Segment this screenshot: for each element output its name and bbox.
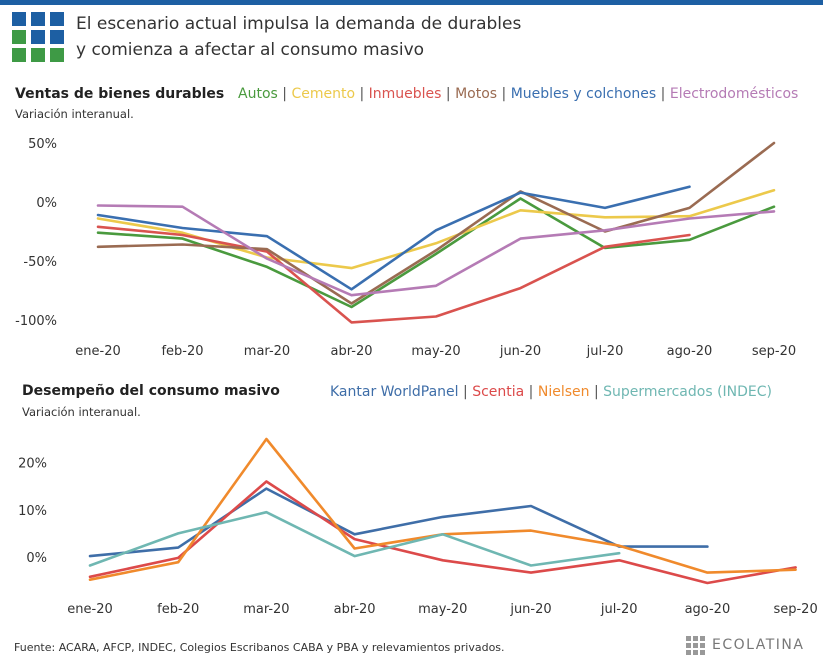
x-tick-label: ene-20 bbox=[67, 602, 112, 617]
y-tick-label: -100% bbox=[15, 314, 57, 329]
legend-separator: | bbox=[441, 86, 456, 102]
x-tick-label: abr-20 bbox=[334, 602, 376, 617]
x-tick-label: mar-20 bbox=[244, 344, 290, 359]
chart1-subtitle: Variación interanual. bbox=[15, 107, 134, 121]
series-line-supermercados-indec bbox=[88, 510, 621, 567]
series-line-nielsen bbox=[88, 437, 797, 581]
chart2-legend: Kantar WorldPanel | Scentia | Nielsen | … bbox=[330, 384, 772, 400]
legend-item-cemento: Cemento bbox=[291, 86, 356, 102]
series-line-autos bbox=[96, 197, 776, 309]
y-tick-label: 50% bbox=[28, 137, 57, 152]
brand-grid-icon bbox=[686, 636, 705, 655]
x-tick-label: mar-20 bbox=[243, 602, 289, 617]
page-title: El escenario actual impulsa la demanda d… bbox=[76, 11, 521, 63]
y-tick-label: -50% bbox=[23, 255, 57, 270]
title-line-1: El escenario actual impulsa la demanda d… bbox=[76, 14, 522, 34]
x-tick-label: sep-20 bbox=[773, 602, 817, 617]
x-tick-label: sep-20 bbox=[752, 344, 796, 359]
series-line-muebles-y-colchones bbox=[96, 185, 691, 291]
brand-logo: ECOLATINA bbox=[686, 636, 816, 656]
legend-item-electrodomesticos: Electrodomésticos bbox=[669, 86, 799, 102]
series-line-inmuebles bbox=[96, 225, 691, 324]
legend-item-muebles-y-colchones: Muebles y colchones bbox=[510, 86, 657, 102]
legend-item-supermercados-indec: Supermercados (INDEC) bbox=[603, 384, 772, 400]
x-tick-label: feb-20 bbox=[157, 602, 199, 617]
source-note: Fuente: ACARA, AFCP, INDEC, Colegios Esc… bbox=[14, 641, 505, 654]
x-tick-label: jun-20 bbox=[499, 344, 541, 359]
x-tick-label: ago-20 bbox=[685, 602, 731, 617]
legend-item-motos: Motos bbox=[455, 86, 498, 102]
title-line-2: y comienza a afectar al consumo masivo bbox=[76, 40, 425, 60]
x-tick-label: jul-20 bbox=[600, 602, 638, 617]
y-tick-label: 0% bbox=[26, 551, 47, 566]
chart1-legend: Autos | Cemento | Inmuebles | Motos | Mu… bbox=[238, 86, 798, 102]
legend-separator: | bbox=[497, 86, 511, 102]
legend-separator: | bbox=[355, 86, 369, 102]
chart1-plot: 50% 0% -50% -100% ene-20 feb-20 mar-20 abr-20 ma… bbox=[15, 137, 796, 359]
logo-grid-icon bbox=[12, 12, 66, 64]
legend-separator: | bbox=[524, 384, 538, 400]
series-line-kantar-worldpanel bbox=[88, 487, 709, 558]
legend-item-autos: Autos bbox=[238, 86, 278, 102]
chart2-plot: 20% 10% 0% ene-20 feb-20 mar-20 abr-20 may-20 ju… bbox=[18, 437, 818, 617]
legend-separator: | bbox=[277, 86, 292, 102]
x-tick-label: may-20 bbox=[418, 602, 467, 617]
series-line-electrodomesticos bbox=[96, 204, 776, 297]
legend-separator: | bbox=[589, 384, 604, 400]
x-tick-label: ene-20 bbox=[75, 344, 120, 359]
x-tick-label: jun-20 bbox=[509, 602, 551, 617]
y-tick-label: 0% bbox=[36, 196, 57, 211]
series-line-motos bbox=[96, 141, 776, 305]
chart1-title: Ventas de bienes durables bbox=[15, 86, 225, 102]
x-tick-label: abr-20 bbox=[331, 344, 373, 359]
x-tick-label: jul-20 bbox=[586, 344, 624, 359]
y-tick-label: 20% bbox=[18, 457, 47, 472]
brand-name: ECOLATINA bbox=[712, 637, 805, 653]
x-tick-label: feb-20 bbox=[161, 344, 203, 359]
x-tick-label: may-20 bbox=[411, 344, 460, 359]
top-accent-bar bbox=[0, 0, 823, 5]
x-tick-label: ago-20 bbox=[667, 344, 713, 359]
legend-item-inmuebles: Inmuebles bbox=[368, 86, 442, 102]
legend-item-kantar-worldpanel: Kantar WorldPanel bbox=[330, 384, 459, 400]
y-tick-label: 10% bbox=[18, 504, 47, 519]
legend-separator: | bbox=[458, 384, 473, 400]
chart2-title: Desempeño del consumo masivo bbox=[22, 383, 280, 399]
legend-separator: | bbox=[656, 86, 670, 102]
legend-item-nielsen: Nielsen bbox=[537, 384, 590, 400]
chart2-subtitle: Variación interanual. bbox=[22, 405, 141, 419]
legend-item-scentia: Scentia bbox=[472, 384, 525, 400]
series-line-scentia bbox=[88, 480, 797, 585]
